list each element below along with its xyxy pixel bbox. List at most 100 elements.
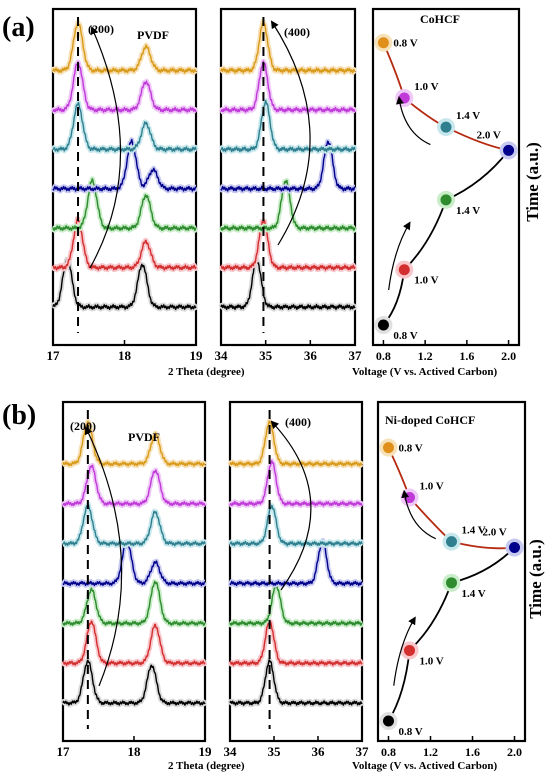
pattern-6	[229, 420, 363, 467]
point-label: 2.0 V	[483, 527, 507, 539]
x-tick-label: 17	[47, 348, 61, 363]
voltage-xlabel-b: Voltage (V vs. Actived Carbon)	[352, 760, 497, 772]
point-label: 1.4 V	[462, 588, 486, 600]
plot-frame-a-right	[371, 7, 521, 347]
pattern-1	[62, 620, 206, 666]
x-tick-label: 37	[356, 744, 370, 759]
point-3	[509, 542, 520, 554]
x-tick-label: 1.2	[418, 349, 433, 363]
point-label: 1.0 V	[420, 655, 444, 667]
pattern-6	[52, 21, 197, 74]
point-1	[404, 644, 415, 656]
point-label: 1.0 V	[414, 81, 438, 93]
pattern-1	[220, 220, 356, 271]
peak-label: (400)	[285, 415, 311, 429]
point-label: 1.4 V	[462, 525, 486, 537]
x-tick-label: 35	[259, 348, 273, 363]
point-4	[446, 536, 457, 548]
point-6	[383, 442, 394, 454]
x-tick-label: 1.6	[459, 349, 474, 363]
pattern-5	[220, 60, 356, 113]
pattern-2	[229, 584, 363, 626]
point-2	[440, 194, 452, 206]
pattern-5	[229, 460, 363, 507]
pattern-5	[62, 464, 206, 507]
x-tick-label: 2.0	[507, 745, 522, 759]
panel-b-label: (b)	[2, 400, 36, 431]
x-tick-label: 1.6	[465, 745, 480, 759]
point-1	[398, 264, 410, 276]
pattern-4	[62, 503, 206, 547]
point-label: 0.8 V	[399, 443, 423, 455]
peak-label: (400)	[284, 25, 310, 39]
pattern-6	[62, 420, 206, 467]
discharge-arrow	[401, 489, 436, 540]
pattern-6	[220, 20, 356, 74]
point-5	[398, 92, 410, 104]
xrd-title: PVDF	[128, 430, 160, 444]
charge-curve	[387, 546, 516, 722]
panel-title: CoHCF	[420, 12, 460, 26]
pattern-4	[52, 101, 197, 153]
point-label: 0.8 V	[393, 38, 417, 50]
x-tick-label: 36	[312, 744, 326, 759]
charge-arrow	[388, 221, 411, 291]
shift-arrow	[89, 26, 122, 269]
pattern-2	[52, 178, 197, 232]
shift-arrow	[270, 20, 311, 246]
plot-frame-b-right	[376, 400, 527, 743]
x-tick-label: 2.0	[501, 349, 516, 363]
pattern-3	[62, 541, 206, 587]
xrd-title: PVDF	[137, 28, 169, 42]
x-tick-label: 17	[57, 744, 71, 759]
point-3	[503, 144, 515, 156]
plot-frame-a-middle	[219, 7, 357, 347]
shift-arrow	[85, 426, 123, 687]
pattern-1	[229, 619, 363, 666]
point-label: 0.8 V	[393, 330, 417, 342]
x-tick-label: 19	[199, 744, 213, 759]
point-label: 1.0 V	[414, 275, 438, 287]
x-tick-label: 1.2	[423, 745, 438, 759]
point-0	[383, 715, 394, 727]
pattern-2	[62, 580, 206, 626]
x-tick-label: 37	[349, 348, 363, 363]
pattern-shadow-4	[61, 501, 208, 549]
time-ylabel-a: Time (a.u.)	[523, 142, 542, 222]
pattern-4	[220, 99, 356, 153]
pattern-0	[52, 258, 197, 311]
pattern-0	[62, 659, 206, 706]
pattern-shadow-2	[60, 578, 208, 628]
discharge-curve	[387, 447, 515, 550]
pattern-shadow-1	[60, 618, 208, 668]
discharge-curve	[382, 42, 509, 152]
x-tick-label: 18	[118, 348, 132, 363]
pattern-shadow-2	[227, 583, 365, 628]
pattern-3	[229, 539, 363, 587]
point-label: 1.0 V	[420, 481, 444, 493]
pattern-5	[52, 61, 197, 113]
point-2	[446, 577, 457, 589]
pattern-shadow-3	[60, 539, 207, 588]
pattern-1	[52, 217, 197, 271]
point-6	[377, 37, 389, 49]
point-4	[440, 121, 452, 133]
pattern-3	[220, 140, 356, 192]
pattern-shadow-4	[228, 503, 365, 549]
x-tick-label: 0.8	[381, 745, 396, 759]
panel-title: Ni-doped CoHCF	[385, 413, 475, 427]
shift-arrow	[270, 420, 312, 591]
x-tick-label: 34	[215, 348, 229, 363]
pattern-3	[52, 138, 197, 192]
x-tick-label: 34	[224, 744, 238, 759]
charge-arrow	[393, 616, 416, 686]
x-tick-label: 0.8	[376, 349, 391, 363]
peak-label: (200)	[70, 419, 96, 433]
panel-b: 17 18 19 (200) PVDF 34 35 36 37 (400) 0.8 V 1.0 V 1.…	[57, 400, 527, 759]
theta-xlabel-a: 2 Theta (degree)	[168, 366, 245, 378]
panel-a-label: (a)	[2, 12, 35, 43]
plot-frame-b-middle	[228, 400, 364, 743]
theta-xlabel-b: 2 Theta (degree)	[168, 760, 245, 772]
